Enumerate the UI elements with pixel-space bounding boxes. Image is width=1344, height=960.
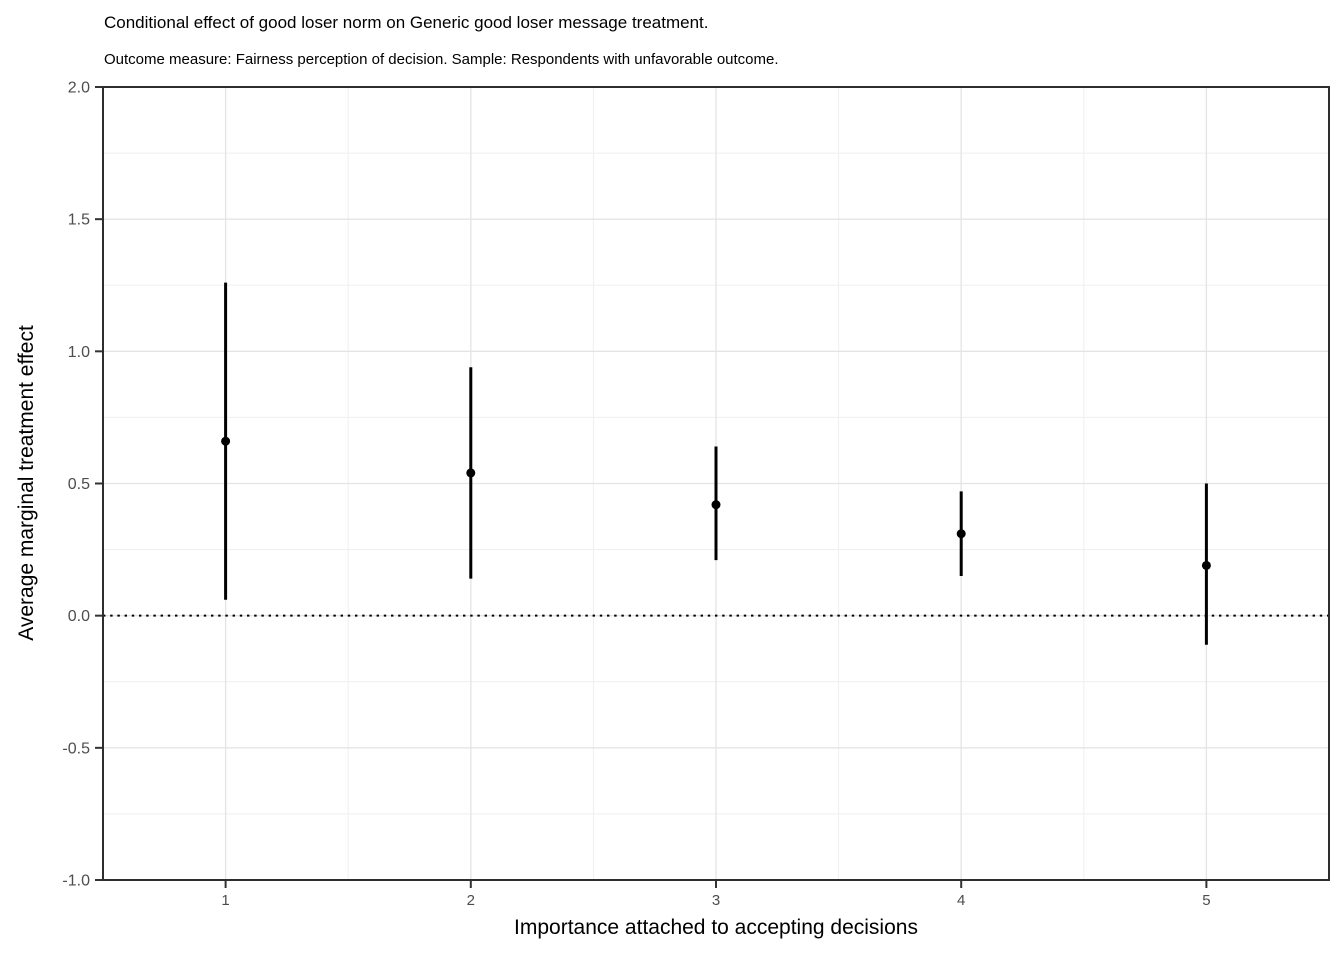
point-estimate	[221, 436, 231, 446]
chart-subtitle: Outcome measure: Fairness perception of …	[104, 51, 779, 68]
chart-title: Conditional effect of good loser norm on…	[104, 13, 709, 32]
y-axis-title: Average marginal treatment effect	[15, 325, 38, 641]
point-estimate	[956, 529, 966, 539]
y-tick-label: 1.0	[68, 344, 90, 361]
point-estimate	[711, 500, 721, 510]
y-tick-label: -1.0	[62, 873, 90, 890]
y-tick-label: 0.5	[68, 476, 90, 493]
y-tick-label: 0.0	[68, 608, 90, 625]
y-tick-label: 1.5	[68, 212, 90, 229]
x-axis-title: Importance attached to accepting decisio…	[514, 916, 918, 939]
x-tick-label: 3	[712, 892, 720, 909]
x-tick-label: 5	[1202, 892, 1210, 909]
point-estimate	[1201, 560, 1211, 570]
y-tick-label: -0.5	[62, 740, 90, 757]
y-tick-label: 2.0	[68, 80, 90, 97]
point-estimate	[466, 468, 476, 478]
x-tick-label: 1	[221, 892, 229, 909]
x-tick-label: 4	[957, 892, 965, 909]
panel-border	[102, 86, 1330, 881]
x-tick-label: 2	[467, 892, 475, 909]
